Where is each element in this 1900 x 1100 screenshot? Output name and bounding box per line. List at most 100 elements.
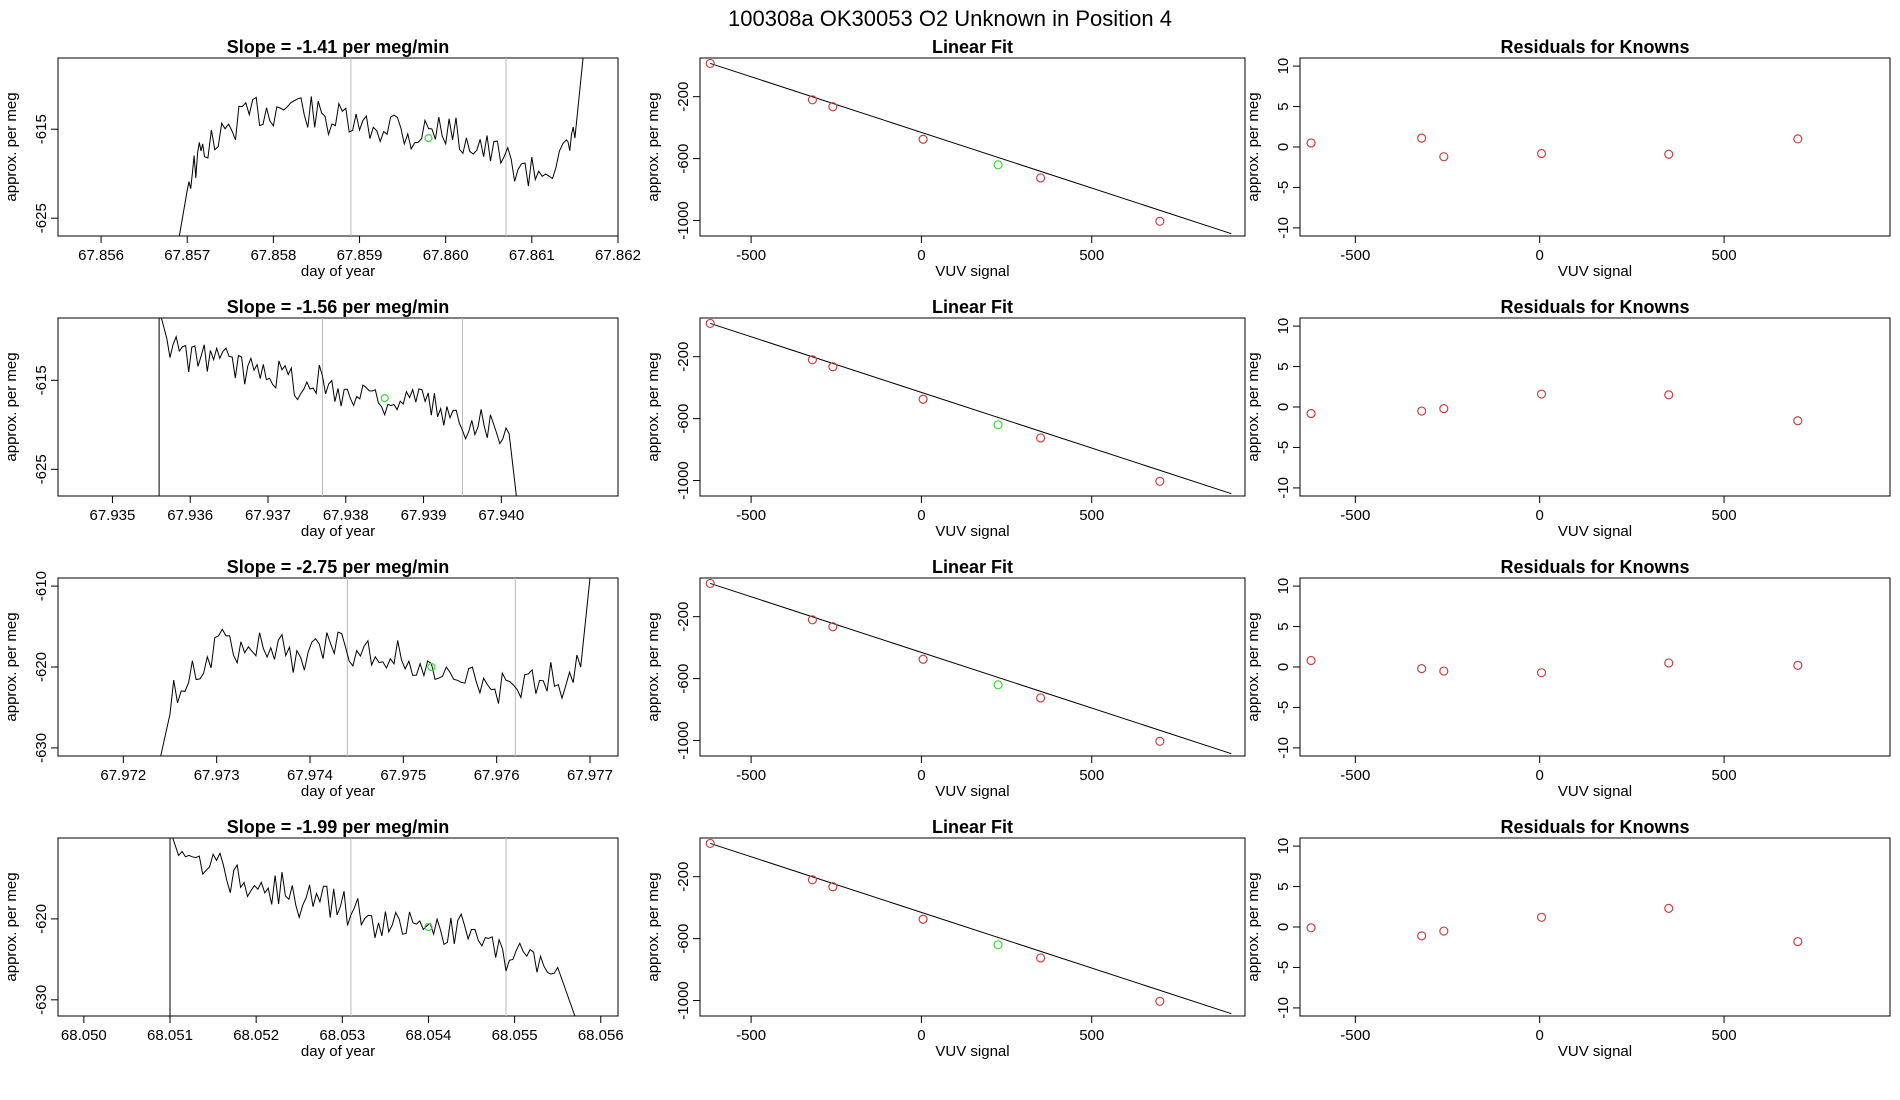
known-point — [1155, 216, 1165, 226]
x-tick-label: 500 — [1712, 507, 1737, 524]
y-axis-label: approx. per meg — [1245, 352, 1262, 461]
fit-line — [710, 62, 1232, 235]
panel-2-2: Linear Fit -500 0 500 -200 -600 -1000 VUV signa… — [645, 297, 1246, 540]
known-point — [828, 882, 838, 892]
panel-title: Linear Fit — [932, 817, 1013, 837]
y-tick-label: 5 — [1275, 622, 1292, 630]
panel-title: Residuals for Knowns — [1500, 297, 1689, 317]
y-tick-label: 5 — [1275, 362, 1292, 370]
residual-point — [1439, 152, 1449, 162]
known-point — [828, 362, 838, 372]
y-tick-label: -630 — [33, 733, 50, 763]
y-axis-label: approx. per meg — [3, 352, 20, 461]
x-tick-label: 67.940 — [478, 507, 524, 524]
x-tick-label: 500 — [1079, 1027, 1104, 1044]
x-tick-label: 67.938 — [323, 507, 369, 524]
known-point — [807, 875, 818, 885]
plot-area — [705, 838, 1232, 1015]
y-tick-label: -5 — [1275, 961, 1292, 974]
residual-point — [1306, 655, 1316, 666]
plot-frame — [699, 57, 1246, 237]
fit-line — [710, 842, 1232, 1015]
y-tick-label: 5 — [1275, 102, 1292, 110]
y-tick-label: -610 — [33, 571, 50, 601]
panel-title: Residuals for Knowns — [1500, 37, 1689, 57]
residual-point — [1793, 660, 1803, 670]
plot-frame — [699, 317, 1246, 497]
known-point — [1036, 953, 1046, 963]
panel-2-3: Residuals for Knowns -500 0 500 10 5 0 -5 -10 VUV… — [1245, 297, 1891, 540]
panel-title: Linear Fit — [932, 297, 1013, 317]
x-tick-label: 67.939 — [401, 507, 447, 524]
y-axis-label: approx. per meg — [3, 612, 20, 721]
x-tick-label: 68.056 — [578, 1027, 624, 1044]
known-point — [1155, 476, 1165, 486]
known-point — [918, 654, 928, 664]
plot-frame — [1299, 837, 1891, 1017]
y-tick-label: -5 — [1275, 441, 1292, 454]
panel-3-3: Residuals for Knowns -500 0 500 10 5 0 -5 -10 VUV… — [1245, 557, 1891, 800]
y-axis-label: approx. per meg — [645, 352, 662, 461]
panel-1-3: Residuals for Knowns -500 0 500 10 5 0 -5 -10 VUV… — [1245, 37, 1891, 280]
x-tick-label: 0 — [1536, 1027, 1544, 1044]
known-point — [807, 615, 818, 625]
data-trace — [178, 58, 584, 236]
panel-title: Slope = -2.75 per meg/min — [227, 557, 450, 577]
fit-line — [710, 582, 1232, 755]
x-tick-label: 67.975 — [380, 767, 426, 784]
x-tick-label: -500 — [736, 767, 766, 784]
plot-frame — [1299, 57, 1891, 237]
residual-point — [1417, 931, 1427, 941]
x-axis-label: VUV signal — [935, 263, 1009, 280]
panel-3-2: Linear Fit -500 0 500 -200 -600 -1000 VUV signa… — [645, 557, 1246, 800]
x-tick-label: 67.862 — [595, 247, 641, 264]
y-tick-label: -615 — [33, 114, 50, 144]
y-tick-label: -630 — [33, 985, 50, 1015]
y-tick-label: -10 — [1275, 477, 1292, 499]
y-axis-label: approx. per meg — [645, 872, 662, 981]
panel-title: Linear Fit — [932, 557, 1013, 577]
residual-point — [1664, 390, 1674, 400]
x-tick-label: 67.973 — [194, 767, 240, 784]
unknown-point — [993, 160, 1003, 170]
known-point — [705, 578, 715, 589]
x-tick-label: -500 — [1340, 247, 1370, 264]
residual-point — [1536, 668, 1547, 678]
y-axis-label: approx. per meg — [1245, 612, 1262, 721]
x-tick-label: 0 — [1536, 767, 1544, 784]
x-tick-label: 500 — [1079, 767, 1104, 784]
main-title: 100308a OK30053 O2 Unknown in Position 4 — [728, 6, 1172, 31]
plot-frame — [699, 577, 1246, 757]
y-tick-label: -1000 — [675, 981, 692, 1019]
x-tick-label: 67.859 — [337, 247, 383, 264]
panel-4-2: Linear Fit -500 0 500 -200 -600 -1000 VUV signa… — [645, 817, 1246, 1060]
x-tick-label: -500 — [736, 507, 766, 524]
residual-point — [1439, 926, 1449, 936]
x-tick-label: -500 — [1340, 767, 1370, 784]
residual-point — [1306, 923, 1316, 933]
x-tick-label: 67.856 — [78, 247, 124, 264]
residual-point — [1664, 903, 1674, 913]
panels-grid: Slope = -1.41 per meg/min 67.856 67.857 67.… — [3, 37, 1891, 1060]
x-tick-label: -500 — [736, 1027, 766, 1044]
plot-area — [160, 578, 591, 756]
x-tick-label: 500 — [1712, 767, 1737, 784]
residual-point — [1664, 149, 1674, 159]
y-tick-label: -200 — [675, 862, 692, 892]
known-point — [1155, 996, 1165, 1006]
y-tick-label: 10 — [1275, 578, 1292, 595]
known-point — [807, 355, 818, 365]
y-tick-label: -5 — [1275, 181, 1292, 194]
y-axis-label: approx. per meg — [3, 92, 20, 201]
x-tick-label: 68.055 — [492, 1027, 538, 1044]
plot-area — [158, 318, 517, 496]
y-tick-label: -1000 — [675, 461, 692, 499]
residual-point — [1439, 666, 1449, 676]
residual-point — [1664, 658, 1674, 668]
x-axis-label: VUV signal — [1558, 1043, 1632, 1060]
fit-line — [710, 322, 1232, 495]
y-tick-label: 0 — [1275, 663, 1292, 671]
y-tick-label: -10 — [1275, 997, 1292, 1019]
plot-area — [169, 838, 576, 1016]
residual-point — [1306, 408, 1316, 419]
